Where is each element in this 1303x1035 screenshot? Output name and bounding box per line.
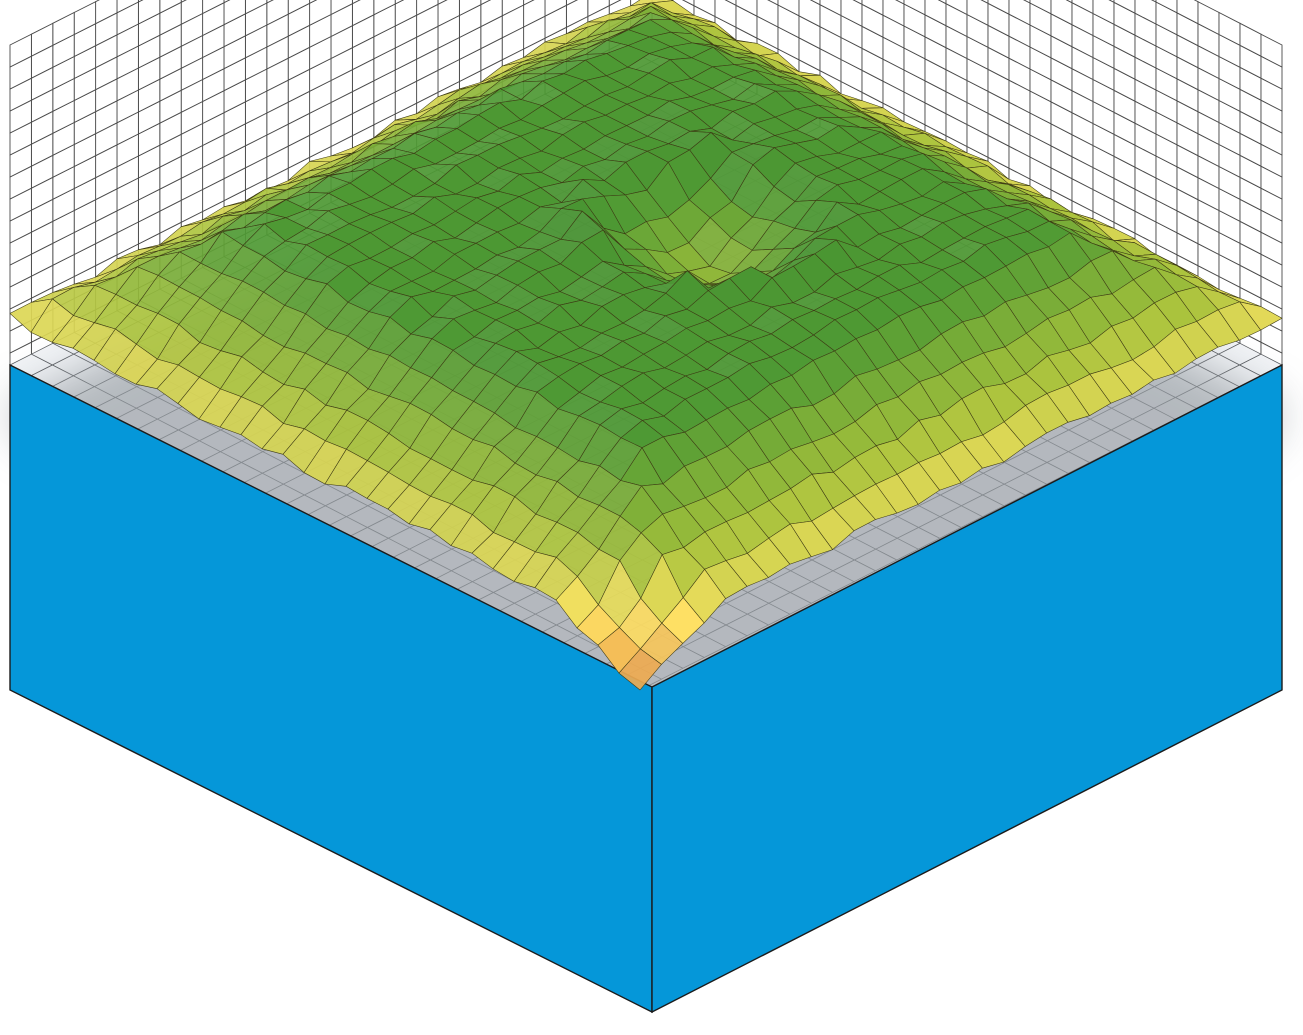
wall-grid-cell: [852, 0, 863, 6]
surface-facet: [618, 648, 662, 691]
wall-grid-cell: [1260, 33, 1283, 68]
wall-grid-cell: [724, 0, 737, 7]
wall-grid-cell: [202, 0, 225, 15]
wall-grid-cell: [937, 0, 947, 5]
wall-grid-cell: [1065, 0, 1073, 4]
wall-grid-cell: [819, 0, 842, 17]
wall-grid-cell: [501, 0, 525, 17]
wall-grid-cell: [987, 0, 1010, 15]
base-block: [9, 363, 1283, 1014]
wall-grid-cell: [1155, 0, 1178, 14]
wall-grid-cell: [9, 33, 32, 68]
wall-grid-cell: [767, 0, 779, 6]
wall-grid-cell: [309, 0, 318, 5]
wall-grid-cell: [394, 0, 405, 5]
wall-grid-cell: [1023, 0, 1031, 4]
wall-grid-cell: [544, 0, 567, 17]
wall-grid-cell: [223, 0, 231, 4]
wall-grid-cell: [351, 0, 361, 5]
wall-grid-cell: [895, 0, 905, 5]
wall-grid-cell: [330, 0, 353, 16]
wall-grid-cell: [682, 0, 695, 7]
wall-grid-cell: [587, 0, 610, 18]
wall-grid-cell: [1071, 0, 1094, 15]
wall-grid-cell: [287, 0, 311, 15]
wall-grid-cell: [777, 0, 800, 17]
wall-grid-cell: [137, 0, 144, 3]
wall-grid-cell: [266, 0, 274, 4]
wall-grid-cell: [437, 0, 448, 6]
wall-grid-cell: [244, 0, 268, 15]
wall-grid-cell: [608, 0, 622, 7]
wall-grid-cell: [861, 0, 884, 16]
wall-grid-cell: [809, 0, 821, 6]
wall-grid-cell: [373, 0, 396, 16]
wall-grid-cell: [903, 0, 926, 16]
wall-grid-cell: [116, 0, 139, 14]
wall-grid-cell: [159, 0, 182, 14]
wall-grid-cell: [180, 0, 187, 4]
wall-grid-cell: [565, 0, 578, 7]
wall-grid-cell: [416, 0, 439, 16]
wall-grid-cell: [1151, 0, 1157, 3]
wall-grid-cell: [1108, 0, 1115, 4]
wall-grid-cell: [693, 0, 716, 18]
wall-grid-cell: [735, 0, 758, 17]
wall-grid-cell: [480, 0, 492, 6]
wall-grid-cell: [1029, 0, 1052, 15]
wall-grid-cell: [945, 0, 968, 16]
wall-grid-cell: [1113, 0, 1136, 14]
surface-mesh: [9, 0, 1283, 691]
wall-grid-cell: [458, 0, 482, 17]
wall-grid-cell: [980, 0, 989, 5]
wall-grid-cell: [523, 0, 535, 6]
base-right-face: [651, 363, 1283, 1014]
